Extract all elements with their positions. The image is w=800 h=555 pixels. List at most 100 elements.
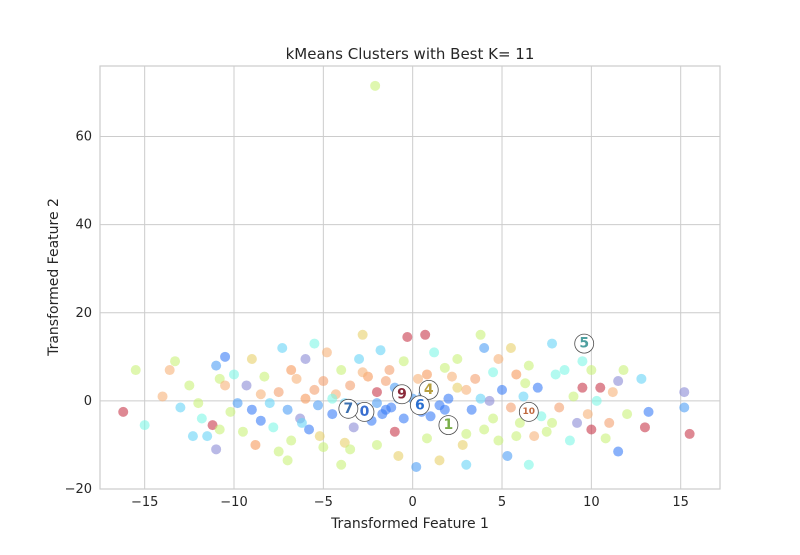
data-point [439,404,450,415]
centroid-label: 7 [343,401,353,417]
data-point [241,380,252,391]
data-point [577,356,588,367]
data-point [514,417,525,428]
data-point [339,437,350,448]
data-point [523,459,534,470]
data-point [282,455,293,466]
data-point [466,404,477,415]
data-point [327,409,338,420]
data-point [493,435,504,446]
centroid-label: 0 [360,404,370,420]
data-point [550,369,561,380]
data-point [398,413,409,424]
data-point [582,409,593,420]
data-point [536,411,547,422]
data-point [532,382,543,393]
data-point [371,387,382,398]
centroid-marker: 5 [574,333,595,354]
data-point [420,329,431,340]
data-point [296,417,307,428]
x-tick-labels: −15 −10 −5 0 5 10 15 [131,495,689,510]
data-point [511,369,522,380]
data-point [679,402,690,413]
data-point [380,376,391,387]
data-point [421,369,432,380]
data-point [314,431,325,442]
x-tick-label: 5 [498,495,506,510]
data-point [250,439,261,450]
centroid-label: 1 [444,417,454,433]
data-point [452,382,463,393]
data-point [321,347,332,358]
centroid-marker: 1 [438,415,459,436]
data-point [518,391,529,402]
data-point [475,329,486,340]
data-point [184,380,195,391]
data-point [488,367,499,378]
data-point [493,354,504,365]
data-point [384,365,395,376]
data-point [196,413,207,424]
data-point [348,422,359,433]
data-point [214,373,225,384]
y-tick-label: −20 [65,482,92,497]
data-point [264,398,275,409]
data-point [577,382,588,393]
data-point [268,422,279,433]
data-point [202,431,213,442]
data-point [170,356,181,367]
data-point [318,442,329,453]
data-point [139,420,150,431]
centroid-label: 5 [579,336,589,352]
y-axis-label: Transformed Feature 2 [46,198,62,357]
data-point [187,431,198,442]
data-point [479,343,490,353]
x-tick-label: 0 [409,495,417,510]
centroid-ring [409,395,430,416]
chart-title: kMeans Clusters with Best K= 11 [286,45,535,63]
data-point [679,387,690,398]
x-tick-label: −10 [220,495,247,510]
data-point [393,450,404,461]
data-point [375,345,386,356]
data-point [211,444,222,455]
data-point [520,378,531,389]
centroid-ring [418,379,439,400]
data-point [357,329,368,340]
x-tick-label: −15 [131,495,158,510]
data-point [600,433,611,444]
data-point [502,450,513,461]
centroid-ring [574,333,595,354]
x-tick-label: 15 [672,495,689,510]
data-point [572,417,583,428]
centroid-ring [392,384,412,405]
data-point [371,398,382,409]
data-point [529,431,540,442]
data-point [613,376,624,387]
data-point [613,446,624,457]
data-point [211,360,222,371]
data-point [568,391,579,402]
data-point [300,354,311,365]
data-point [304,424,315,435]
data-point [354,354,365,365]
data-point [618,365,629,376]
data-point [255,389,266,400]
x-tick-label: 10 [583,495,600,510]
y-tick-label: 0 [84,394,92,409]
data-point [622,409,633,420]
data-point [505,343,516,353]
data-point [413,373,424,384]
data-point [193,398,204,409]
data-point [439,362,450,373]
centroid-label: 9 [397,386,407,402]
data-point [559,365,570,376]
centroid-ring [338,398,359,419]
data-point [220,351,231,362]
data-point [461,384,472,395]
data-point [370,80,381,91]
data-point [286,365,297,376]
data-point [475,393,486,404]
